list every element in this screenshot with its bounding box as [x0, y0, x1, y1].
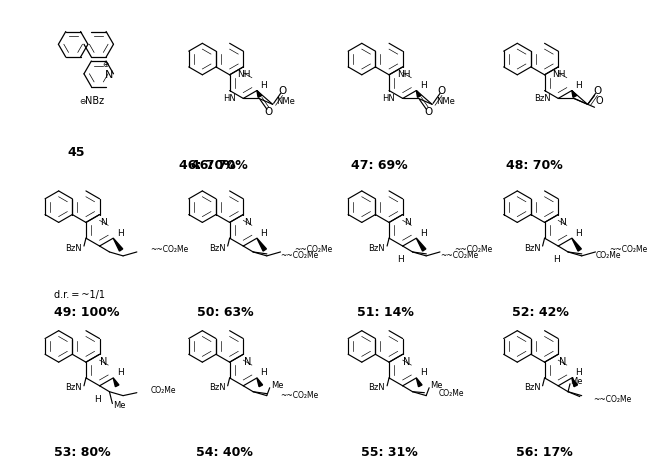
Text: CO₂Me: CO₂Me: [596, 252, 621, 260]
Text: BzN: BzN: [369, 383, 385, 392]
Polygon shape: [416, 238, 426, 251]
Text: 56: 17%: 56: 17%: [516, 446, 573, 459]
Text: NBz: NBz: [85, 96, 105, 106]
Text: NH: NH: [238, 70, 251, 79]
Text: H: H: [260, 229, 267, 238]
Text: O: O: [424, 107, 432, 117]
Polygon shape: [257, 238, 266, 251]
Text: H: H: [575, 81, 582, 90]
Text: Me: Me: [271, 381, 283, 390]
Text: 46: 70%: 46: 70%: [179, 159, 236, 172]
Text: O: O: [278, 85, 287, 95]
Text: O: O: [593, 85, 602, 95]
Text: H: H: [420, 229, 426, 238]
Text: 47: 69%: 47: 69%: [351, 159, 408, 172]
Text: H: H: [260, 369, 267, 377]
Text: N: N: [244, 357, 251, 367]
Polygon shape: [572, 238, 581, 251]
Text: CO₂Me: CO₂Me: [438, 389, 463, 398]
Text: BzN: BzN: [66, 383, 82, 392]
Text: O: O: [265, 107, 273, 117]
Text: ~~CO₂Me: ~~CO₂Me: [151, 246, 189, 254]
Text: H: H: [420, 81, 426, 90]
Text: Me: Me: [430, 381, 443, 390]
Polygon shape: [113, 238, 122, 251]
Text: 51: 14%: 51: 14%: [357, 307, 414, 319]
Text: ~~CO₂Me: ~~CO₂Me: [281, 252, 319, 260]
Text: O: O: [438, 85, 446, 95]
Text: H: H: [575, 369, 582, 377]
Text: ~~CO₂Me: ~~CO₂Me: [453, 246, 492, 254]
Polygon shape: [416, 378, 422, 386]
Polygon shape: [416, 90, 421, 97]
Text: Me: Me: [113, 401, 126, 410]
Text: 50: 63%: 50: 63%: [197, 307, 254, 319]
Text: NMe: NMe: [277, 97, 295, 106]
Polygon shape: [113, 378, 119, 386]
Text: 53: 80%: 53: 80%: [54, 446, 111, 459]
Text: H: H: [420, 369, 426, 377]
Text: N: N: [101, 218, 107, 227]
Text: O: O: [596, 96, 603, 106]
Text: H: H: [260, 81, 267, 90]
Text: BzN: BzN: [534, 94, 550, 103]
Text: 55: 31%: 55: 31%: [361, 446, 418, 459]
Text: BzN: BzN: [209, 244, 226, 252]
Text: N: N: [559, 218, 566, 227]
Text: N: N: [105, 70, 113, 80]
Text: BzN: BzN: [524, 383, 541, 392]
Text: d.r. = ~1/1: d.r. = ~1/1: [54, 290, 105, 300]
Text: H: H: [397, 255, 404, 264]
Text: H: H: [575, 229, 582, 238]
Text: Me: Me: [570, 377, 583, 386]
Polygon shape: [572, 378, 577, 386]
Text: ~~CO₂Me: ~~CO₂Me: [281, 391, 319, 400]
Polygon shape: [572, 90, 577, 97]
Text: 49: 100%: 49: 100%: [54, 307, 119, 319]
Text: 54: 40%: 54: 40%: [196, 446, 253, 459]
Text: 46: 70%: 46: 70%: [191, 159, 248, 172]
Text: N: N: [403, 357, 410, 367]
Text: NH: NH: [397, 70, 410, 79]
Text: NMe: NMe: [436, 97, 455, 106]
Text: 52: 42%: 52: 42%: [512, 307, 569, 319]
Text: H: H: [117, 369, 124, 377]
Text: ~~CO₂Me: ~~CO₂Me: [609, 246, 647, 254]
Text: H: H: [553, 255, 559, 264]
Text: N: N: [100, 357, 107, 367]
Text: 45: 45: [68, 146, 85, 159]
Text: ⊕: ⊕: [103, 61, 109, 69]
Text: ~~CO₂Me: ~~CO₂Me: [295, 246, 332, 254]
Text: N: N: [559, 357, 566, 367]
Text: CO₂Me: CO₂Me: [151, 386, 176, 395]
Text: 48: 70%: 48: 70%: [506, 159, 563, 172]
Text: ⊖: ⊖: [79, 97, 85, 106]
Text: HN: HN: [222, 94, 236, 103]
Polygon shape: [257, 90, 261, 97]
Text: ~~CO₂Me: ~~CO₂Me: [440, 252, 479, 260]
Text: BzN: BzN: [209, 383, 226, 392]
Text: H: H: [117, 229, 124, 238]
Text: BzN: BzN: [369, 244, 385, 252]
Text: BzN: BzN: [66, 244, 82, 252]
Text: N: N: [244, 218, 251, 227]
Text: NH: NH: [552, 70, 566, 79]
Polygon shape: [257, 378, 263, 386]
Text: H: H: [94, 395, 101, 404]
Text: BzN: BzN: [524, 244, 541, 252]
Text: N: N: [404, 218, 410, 227]
Text: HN: HN: [382, 94, 395, 103]
Text: ~~CO₂Me: ~~CO₂Me: [594, 395, 632, 404]
